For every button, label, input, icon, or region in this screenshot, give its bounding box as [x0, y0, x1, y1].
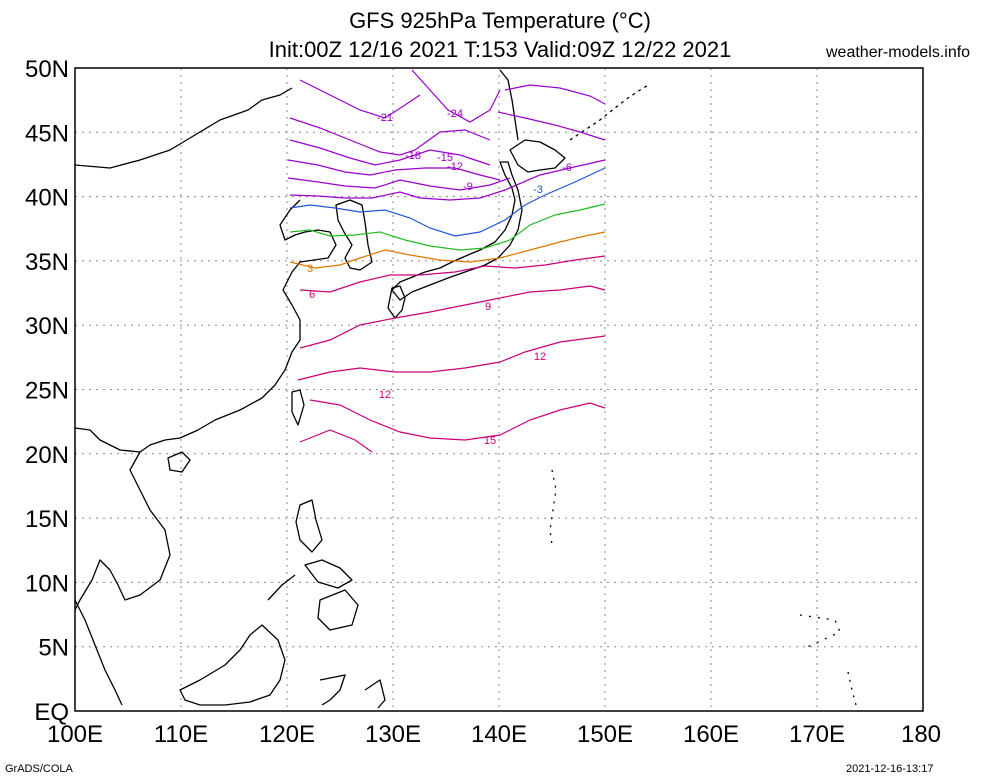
lon-label: 180 — [901, 721, 941, 748]
lat-label: 15N — [25, 506, 69, 533]
far-islets — [847, 671, 857, 706]
contour-label-plus12b: 12 — [379, 389, 391, 401]
lon-label: 130E — [365, 721, 421, 748]
contour-minus12 — [287, 159, 501, 181]
lon-label: 150E — [577, 721, 633, 748]
mindanao-coast — [317, 589, 359, 631]
contour-minus15 — [289, 139, 491, 166]
contour-plus9 — [299, 285, 606, 349]
contour-label-plus3: 3 — [307, 263, 313, 275]
lon-label: 170E — [789, 721, 845, 748]
contour-label-minus15: -15 — [437, 152, 453, 164]
footer-timestamp: 2021-12-16-13:17 — [846, 763, 934, 775]
contour-plus3 — [289, 231, 606, 269]
map-title-line2: Init:00Z 12/16 2021 T:153 Valid:09Z 12/2… — [268, 37, 732, 62]
contour-minus24 — [411, 69, 501, 123]
sulawesi-coast — [319, 674, 346, 706]
contour-label-plus12: 12 — [534, 351, 546, 363]
lat-label: 10N — [25, 570, 69, 597]
map-title-line1: GFS 925hPa Temperature (°C) — [349, 8, 651, 33]
lat-label: 30N — [25, 313, 69, 340]
new-guinea-coast — [364, 679, 386, 709]
temperature-contours — [287, 69, 606, 453]
map-grid — [75, 68, 923, 711]
lat-label: EQ — [34, 699, 69, 726]
coastlines — [74, 69, 857, 709]
lon-label: 100E — [47, 721, 103, 748]
hokkaido-coast — [509, 139, 566, 173]
lat-label: 50N — [25, 56, 69, 83]
contour-upper — [504, 84, 606, 105]
taiwan-coast — [291, 389, 305, 426]
palawan-coast — [267, 574, 296, 601]
lon-label: 120E — [259, 721, 315, 748]
contour-minus3 — [289, 167, 606, 237]
malay-coast — [74, 599, 123, 706]
lon-label: 160E — [683, 721, 739, 748]
honshu-coast — [391, 161, 523, 301]
contour-label-minus3: -3 — [533, 184, 543, 196]
latitude-labels: 50N 45N 40N 35N 30N 25N 20N 15N 10N 5N EQ — [25, 56, 69, 726]
kuril-chain — [569, 83, 651, 141]
lat-label: 25N — [25, 378, 69, 405]
contour-plus15b — [299, 429, 373, 453]
lon-label: 140E — [471, 721, 527, 748]
contour-label-minus12: -12 — [447, 161, 463, 173]
contour-minus6 — [289, 159, 606, 201]
lat-label: 45N — [25, 120, 69, 147]
korea-coast — [335, 199, 373, 271]
site-label: weather-models.info — [826, 44, 971, 61]
luzon-coast — [295, 499, 323, 553]
sakhalin-coast — [499, 69, 519, 141]
hainan-coast — [167, 451, 191, 473]
contour-label-minus18: -18 — [405, 150, 421, 162]
contour-label-plus6: 6 — [309, 289, 315, 301]
map-frame — [74, 67, 924, 712]
lat-label: 5N — [38, 635, 69, 662]
contour-plus15 — [309, 399, 606, 441]
lat-label: 35N — [25, 249, 69, 276]
lat-label: 40N — [25, 185, 69, 212]
mainland-coast — [74, 87, 337, 453]
borneo-coast — [179, 624, 286, 706]
contour-label-plus9: 9 — [485, 301, 491, 313]
contour-label-minus6: -6 — [562, 162, 572, 174]
contour-minus9 — [287, 177, 511, 191]
longitude-labels: 100E 110E 120E 130E 140E 150E 160E 170E 180 — [47, 721, 941, 748]
lon-label: 110E — [154, 721, 208, 748]
indochina-coast — [74, 451, 171, 611]
lat-label: 20N — [25, 442, 69, 469]
contour-plus6 — [299, 255, 606, 293]
contour-label-minus24: -24 — [447, 108, 463, 120]
visayas-coast — [304, 559, 353, 589]
marshall-islets — [799, 614, 841, 649]
pacific-islets — [549, 469, 557, 546]
contour-minus21 — [299, 79, 421, 119]
contour-label-plus15: 15 — [484, 435, 496, 447]
contour-minus18 — [289, 117, 491, 156]
contour-zero — [289, 203, 606, 251]
contour-label-minus9: -9 — [463, 181, 473, 193]
contour-label-minus21: -21 — [377, 112, 393, 124]
kyushu-coast — [387, 285, 406, 319]
contour-labels: -24 -21 -18 -15 -12 -9 -6 -3 3 6 9 12 12… — [307, 108, 572, 447]
contour-plus12 — [297, 335, 606, 381]
footer-credit: GrADS/COLA — [5, 763, 73, 775]
contour-upper2 — [497, 111, 606, 141]
